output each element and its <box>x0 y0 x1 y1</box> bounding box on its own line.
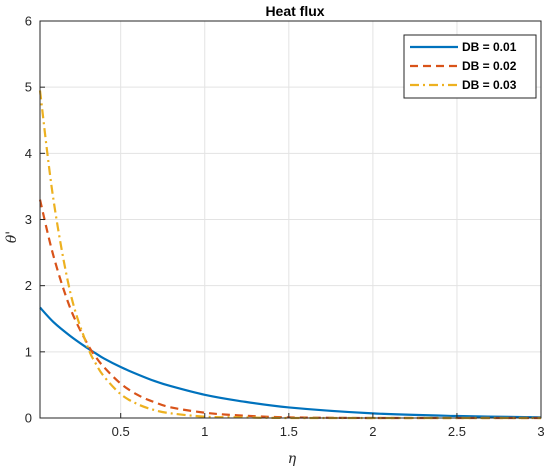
legend-entry-2: DB = 0.02 <box>410 59 517 73</box>
series-line-3 <box>38 90 541 420</box>
x-tick-label: 3 <box>537 424 544 439</box>
legend-label-1: DB = 0.01 <box>462 40 517 54</box>
legend: DB = 0.01 DB = 0.02 DB = 0.03 <box>403 34 537 99</box>
x-axis-label: η <box>288 451 297 467</box>
y-tick-label: 2 <box>25 278 32 293</box>
series-lines <box>38 90 542 420</box>
y-tick-label: 3 <box>25 212 32 227</box>
series-line-2 <box>38 199 541 420</box>
x-tick-label: 1.5 <box>280 424 298 439</box>
legend-label-3: DB = 0.03 <box>462 78 517 92</box>
axis-ticks: 0.5 1 1.5 2 2.5 3 0 1 2 3 4 5 6 <box>25 14 545 440</box>
chart-title: Heat flux <box>265 3 324 19</box>
x-tick-label: 0.5 <box>112 424 130 439</box>
y-tick-label: 1 <box>25 344 32 359</box>
y-tick-label: 0 <box>25 411 32 426</box>
legend-label-2: DB = 0.02 <box>462 59 517 73</box>
y-axis-label: θ' <box>4 231 20 243</box>
legend-entry-3: DB = 0.03 <box>410 78 517 92</box>
y-tick-label: 6 <box>25 14 32 29</box>
legend-entry-1: DB = 0.01 <box>410 40 517 54</box>
y-tick-label: 5 <box>25 80 32 95</box>
series-line-1 <box>39 306 542 419</box>
x-tick-label: 1 <box>201 424 208 439</box>
x-tick-label: 2 <box>369 424 376 439</box>
x-tick-label: 2.5 <box>448 424 466 439</box>
y-tick-label: 4 <box>25 146 32 161</box>
